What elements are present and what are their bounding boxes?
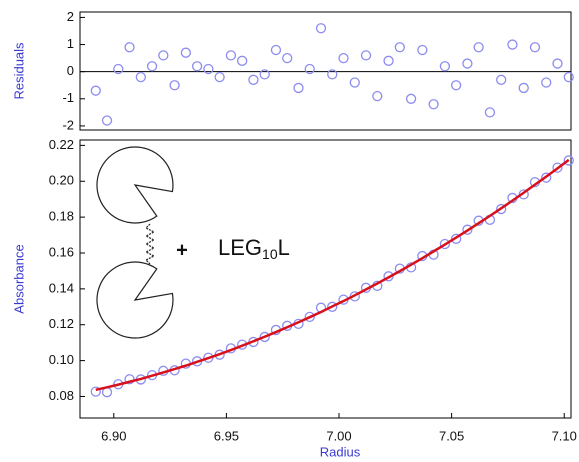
data-point xyxy=(124,42,135,53)
data-point xyxy=(248,74,259,85)
data-point xyxy=(349,77,360,88)
y-axis-title: Residuals xyxy=(11,42,26,100)
data-point xyxy=(327,69,338,80)
data-point xyxy=(439,61,451,72)
data-point xyxy=(450,233,462,244)
data-point xyxy=(383,55,394,66)
absorbance-frame xyxy=(79,139,572,419)
data-point xyxy=(417,44,428,56)
data-point xyxy=(496,203,507,215)
data-point xyxy=(315,23,327,34)
y-tick-label: 0.22 xyxy=(49,137,74,152)
data-point xyxy=(293,82,304,94)
x-tick-label: 7.10 xyxy=(552,428,577,443)
y-tick-label: 0.14 xyxy=(49,280,74,295)
annotation-subscript: 10 xyxy=(262,246,278,262)
data-point xyxy=(563,155,574,166)
data-point xyxy=(360,50,372,61)
y-tick-label: 0.12 xyxy=(49,316,74,331)
residual-frame xyxy=(79,11,572,131)
data-point xyxy=(507,39,518,50)
data-point xyxy=(450,80,462,91)
data-point xyxy=(462,224,473,235)
y-tick-label: 0 xyxy=(67,63,74,78)
data-point xyxy=(327,301,338,312)
data-point xyxy=(496,74,507,85)
data-point xyxy=(338,52,349,64)
data-point xyxy=(529,42,541,53)
data-point xyxy=(552,162,563,173)
y-tick-label: 0.18 xyxy=(49,209,74,224)
y-axis-title: Absorbance xyxy=(11,244,26,313)
data-point xyxy=(225,50,237,61)
y-tick-label: 0.10 xyxy=(49,352,74,367)
pacman-top xyxy=(96,146,174,224)
molecule-diagram: + xyxy=(96,146,188,339)
y-tick-label: 0.20 xyxy=(49,173,74,188)
data-point xyxy=(90,85,101,96)
data-point xyxy=(552,58,563,69)
data-point xyxy=(135,71,146,83)
y-tick-label: 0.08 xyxy=(49,388,74,403)
data-point xyxy=(124,374,135,385)
data-point xyxy=(146,61,158,72)
data-point xyxy=(259,331,270,343)
data-point xyxy=(541,172,552,183)
y-tick-label: 1 xyxy=(67,36,74,51)
y-tick-label: 0.16 xyxy=(49,244,74,259)
pacman-bottom xyxy=(96,261,174,339)
data-point xyxy=(473,42,484,53)
data-point xyxy=(439,238,451,250)
x-tick-label: 7.05 xyxy=(439,428,464,443)
data-point xyxy=(158,50,169,61)
data-point xyxy=(563,71,574,83)
data-point xyxy=(405,93,417,104)
data-point xyxy=(90,386,101,397)
x-axis-title: Radius xyxy=(320,444,361,459)
data-point xyxy=(282,52,293,64)
data-point xyxy=(462,58,473,69)
data-point xyxy=(304,63,315,75)
plus-sign: + xyxy=(176,239,188,261)
data-point xyxy=(518,82,529,94)
data-point xyxy=(484,107,496,118)
annotation-suffix: L xyxy=(278,235,290,260)
data-point xyxy=(214,71,225,83)
data-point xyxy=(428,99,439,110)
fit-line xyxy=(95,158,570,392)
data-point xyxy=(191,61,203,72)
y-tick-label: -2 xyxy=(62,117,74,132)
data-point xyxy=(304,311,315,322)
x-tick-label: 6.90 xyxy=(101,428,126,443)
x-tick-label: 7.00 xyxy=(326,428,351,443)
x-tick-label: 6.95 xyxy=(214,428,239,443)
data-point xyxy=(180,47,192,58)
data-point xyxy=(541,77,552,88)
data-point xyxy=(372,90,383,102)
data-point xyxy=(394,42,405,53)
data-point xyxy=(169,80,180,91)
data-point xyxy=(237,55,248,66)
linker xyxy=(144,223,156,265)
data-point xyxy=(113,63,124,75)
data-point xyxy=(101,115,113,126)
data-point xyxy=(203,63,214,75)
y-tick-label: 2 xyxy=(67,9,74,24)
y-tick-label: -1 xyxy=(62,90,74,105)
data-point xyxy=(259,69,270,80)
data-point xyxy=(518,189,529,200)
annotation: LEG10L xyxy=(218,235,290,262)
annotation-base: LEG xyxy=(218,235,262,260)
data-point xyxy=(383,271,394,282)
data-point xyxy=(270,44,282,56)
